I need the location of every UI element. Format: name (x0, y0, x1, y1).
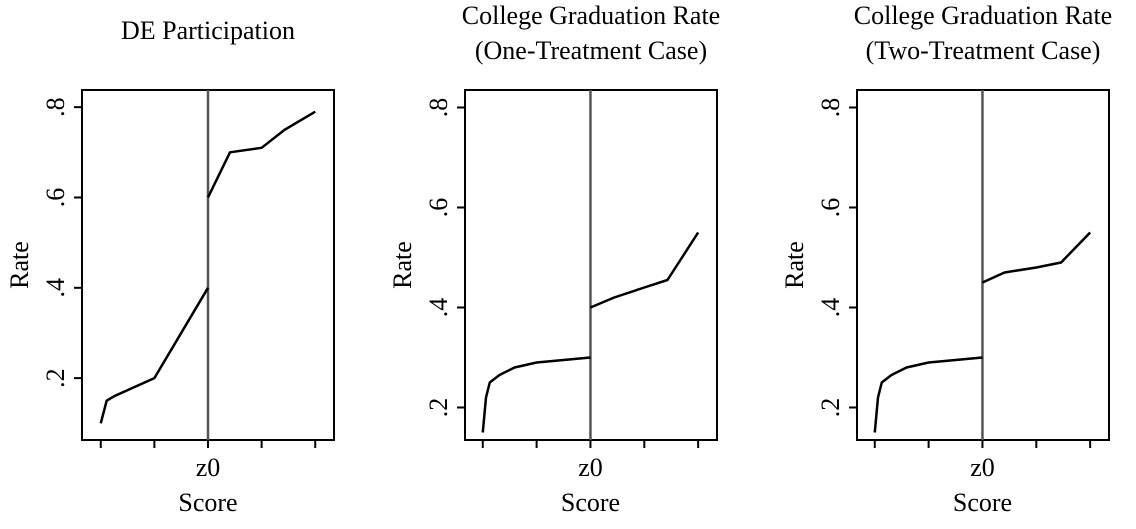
panel: DE Participation .2 .4 .6 .8 Rate z0 Score (5, 16, 335, 517)
y-tick-label: .4 (424, 298, 453, 318)
panel: College Graduation Rate (One-Treatment Ca… (388, 1, 720, 517)
y-tick-label: .4 (816, 298, 845, 318)
y-tick-label: .8 (424, 98, 453, 118)
chart-title: DE Participation (121, 16, 295, 45)
chart-title: College Graduation Rate (462, 1, 720, 30)
x-tick-label: z0 (970, 453, 995, 482)
y-tick-label: .6 (424, 198, 453, 218)
y-tick-label: .8 (41, 97, 70, 117)
x-tick-label: z0 (196, 453, 221, 482)
data-line (873, 231, 1092, 433)
y-tick-label: .2 (424, 398, 453, 418)
y-tick-label: .2 (816, 398, 845, 418)
y-axis-label: Rate (780, 241, 809, 289)
data-line (99, 110, 316, 424)
y-tick-label: .6 (41, 188, 70, 208)
y-axis-label: Rate (388, 241, 417, 289)
x-axis-label: Score (561, 488, 620, 517)
panel: College Graduation Rate (Two-Treatment Ca… (780, 1, 1112, 517)
chart-title: (One-Treatment Case) (475, 36, 707, 65)
data-line (481, 231, 700, 433)
chart-title: College Graduation Rate (854, 1, 1112, 30)
y-tick-label: .8 (816, 98, 845, 118)
y-tick-label: .2 (41, 368, 70, 388)
y-tick-label: .4 (41, 278, 70, 298)
y-axis-label: Rate (5, 241, 34, 289)
y-tick-label: .6 (816, 198, 845, 218)
x-tick-label: z0 (578, 453, 603, 482)
chart-title: (Two-Treatment Case) (866, 36, 1101, 65)
x-axis-label: Score (178, 488, 237, 517)
x-axis-label: Score (953, 488, 1012, 517)
